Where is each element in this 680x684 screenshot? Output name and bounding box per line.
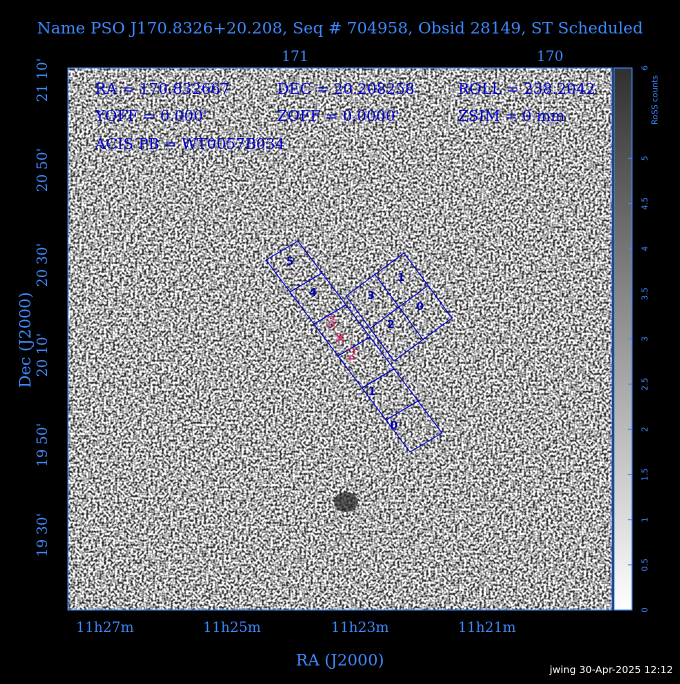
acis-chips: 5 4 1 0 3 1 2 0 3 2 (265, 240, 453, 453)
colorbar-tick-label: 5 (641, 156, 650, 161)
colorbar-tick-label: 2 (641, 427, 650, 432)
chip-label: 5 (286, 255, 294, 268)
bottom-tick-label: 11h23m (331, 620, 389, 636)
colorbar-tick-label: 4.5 (641, 197, 650, 210)
generated: 171 170 21 10' 20 50' 20 30' 20 10' 19 50' 19 3… (35, 49, 650, 636)
colorbar-tick-label: 6 (641, 65, 650, 70)
left-tick-label: 21 10' (35, 58, 51, 102)
chip-label: 1 (368, 385, 376, 398)
plot-frame (67, 67, 613, 611)
bottom-tick-label: 11h21m (458, 620, 516, 636)
chip (369, 285, 429, 329)
marker-label: 3 (326, 313, 336, 332)
info-text: RA = 170.832667 (95, 80, 230, 98)
top-tick-label: 170 (537, 49, 564, 65)
chip (385, 400, 443, 453)
footer: jwing 30-Apr-2025 12:12 (549, 665, 673, 676)
marker-label: 2 (347, 345, 357, 364)
left-tick-label: 19 30' (35, 513, 51, 557)
chip-label: 3 (367, 289, 375, 302)
chip-label: 1 (397, 271, 405, 284)
left-tick-label: 20 30' (35, 243, 51, 287)
x-label: RA (J2000) (296, 651, 384, 670)
bottom-tick-label: 11h27m (76, 620, 134, 636)
colorbar-tick-label: 3 (641, 336, 650, 341)
colorbar-tick-label: 3.5 (641, 287, 650, 300)
colorbar-tick-label: 1 (641, 517, 650, 522)
left-tick-label: 20 10' (35, 333, 51, 377)
top-tick-label: 171 (282, 49, 309, 65)
chip-label: 0 (416, 300, 424, 313)
bottom-tick-label: 11h25m (203, 620, 261, 636)
info-text: ZSIM = 0 mm (458, 107, 565, 125)
colorbar-tick-label: 0 (641, 607, 650, 612)
chip-label: 4 (309, 286, 317, 299)
chip-label: 2 (387, 318, 395, 331)
chip-label: 0 (390, 419, 398, 432)
info-text: ZOFF = 0.0000' (277, 107, 399, 125)
info-text: YOFF = 0.000' (94, 107, 207, 125)
colorbar-tick-label: 4 (641, 246, 650, 251)
info-text: ACIS PB = WT0057B034 (94, 135, 285, 153)
y-label: Dec (J2000) (16, 292, 35, 388)
left-tick-label: 20 50' (35, 148, 51, 192)
colorbar-tick-label: 1.5 (641, 468, 650, 481)
title: Name PSO J170.8326+20.208, Seq # 704958,… (37, 19, 643, 38)
colorbar-tick-label: 2.5 (641, 378, 650, 391)
info-text: ROLL = 238.2042 (458, 80, 595, 98)
chip (345, 252, 453, 362)
colorbar-label: RoSS counts (651, 75, 660, 125)
colorbar-tick-label: 0.5 (641, 558, 650, 571)
source (334, 492, 358, 512)
info-text: DEC = 20.208258 (277, 80, 415, 98)
aimpoint (335, 333, 345, 343)
left-tick-label: 19 50' (35, 423, 51, 467)
